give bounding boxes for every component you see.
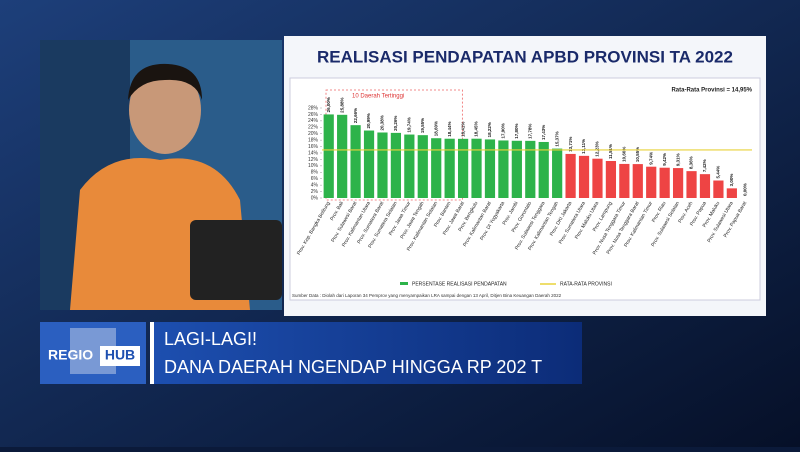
bar [444,138,455,198]
presenter-hair [128,63,202,100]
bar [646,166,657,198]
bar [484,139,496,198]
data-label: 13,71% [568,137,573,152]
legend-label: PERSENTASE REALISASI PENDAPATAN [412,281,507,287]
bar [498,140,509,198]
bar [350,125,361,198]
source-note: Sumber Data : Diolah dari Laporan 34 Pem… [292,293,562,298]
data-label: 10,55% [635,147,640,162]
bar [417,135,428,198]
data-label: 17,90% [501,123,506,138]
presenter-head [129,66,201,154]
data-label: 9,31% [675,153,680,166]
y-tick-label: 0% [311,195,319,201]
bar [592,158,603,198]
bar [457,138,469,198]
data-label: 20,38% [380,115,385,130]
data-label: 18,45% [474,121,479,136]
annotation: 10 Daerah Tertinggi [352,94,404,100]
y-tick-label: 6% [311,176,319,182]
headline-line: DANA DAERAH NGENDAP HINGGA RP 202 T [164,357,542,377]
chart-title: REALISASI PENDAPATAN APBD PROVINSI TA 20… [317,47,733,66]
bar [632,164,643,198]
y-tick-label: 24% [308,118,319,124]
bar [538,141,549,198]
data-label: 19,55% [420,118,425,133]
data-label: 19,74% [407,117,412,132]
logo-text: REGIO [48,347,93,363]
bar [726,188,737,198]
data-label: 7,42% [702,159,707,172]
data-label: 25,88% [339,98,344,113]
bar [363,130,375,198]
data-label: 8,36% [689,156,694,169]
data-label: 0,00% [742,183,747,196]
bar [713,180,724,198]
data-label: 20,26% [393,116,398,131]
bar [377,132,388,198]
bar [552,148,563,198]
logo-badge [100,346,140,366]
y-tick-label: 8% [311,170,319,176]
data-label: 9,42% [662,153,667,166]
logo-text: HUB [105,347,135,363]
data-label: 17,43% [541,125,546,140]
bar [337,114,348,198]
bar [578,155,590,198]
data-label: 11,51% [608,144,613,159]
y-tick-label: 26% [308,112,319,118]
bar [699,174,711,198]
data-label: 18,44% [447,121,452,136]
bar [672,168,684,198]
headline-box [150,322,582,384]
bar [511,140,522,198]
y-tick-label: 12% [308,157,319,163]
bar [525,140,536,198]
bar [686,171,697,198]
bar [323,114,334,198]
bar [404,134,415,198]
bar [390,132,402,198]
headline-line: LAGI-LAGI! [164,329,257,349]
y-tick-label: 16% [308,144,319,150]
headline-accent [150,322,154,384]
data-label: 12,23% [595,141,600,156]
data-label: 18,22% [487,122,492,137]
average-label: Rata-Rata Provinsi = 14,95% [671,88,752,94]
data-label: 5,44% [716,166,721,179]
bar [565,153,576,198]
bar [619,163,630,198]
y-tick-label: 20% [308,131,319,137]
bar [431,138,442,198]
y-tick-label: 2% [311,189,319,195]
y-tick-label: 10% [308,163,319,169]
data-label: 13,11% [581,139,586,154]
y-tick-label: 14% [308,150,319,156]
y-tick-label: 4% [311,182,319,188]
data-label: 15,37% [554,131,559,146]
y-tick-label: 28% [308,105,319,111]
y-tick-label: 18% [308,137,319,143]
data-label: 9,74% [648,152,653,165]
bar [605,161,617,198]
data-label: 26,00% [326,97,331,112]
data-label: 20,99% [366,113,371,128]
legend-label: RATA-RATA PROVINSI [560,281,612,287]
bar [471,138,482,198]
tablet [190,220,282,300]
data-label: 18,60% [433,121,438,136]
data-label: 18,41% [460,122,465,137]
data-label: 17,80% [514,124,519,139]
bar [659,167,670,198]
y-tick-label: 22% [308,125,319,131]
data-label: 10,60% [622,147,627,162]
legend-swatch [400,282,408,285]
data-label: 17,78% [527,124,532,139]
data-label: 22,66% [353,108,358,123]
data-label: 3,00% [729,174,734,187]
